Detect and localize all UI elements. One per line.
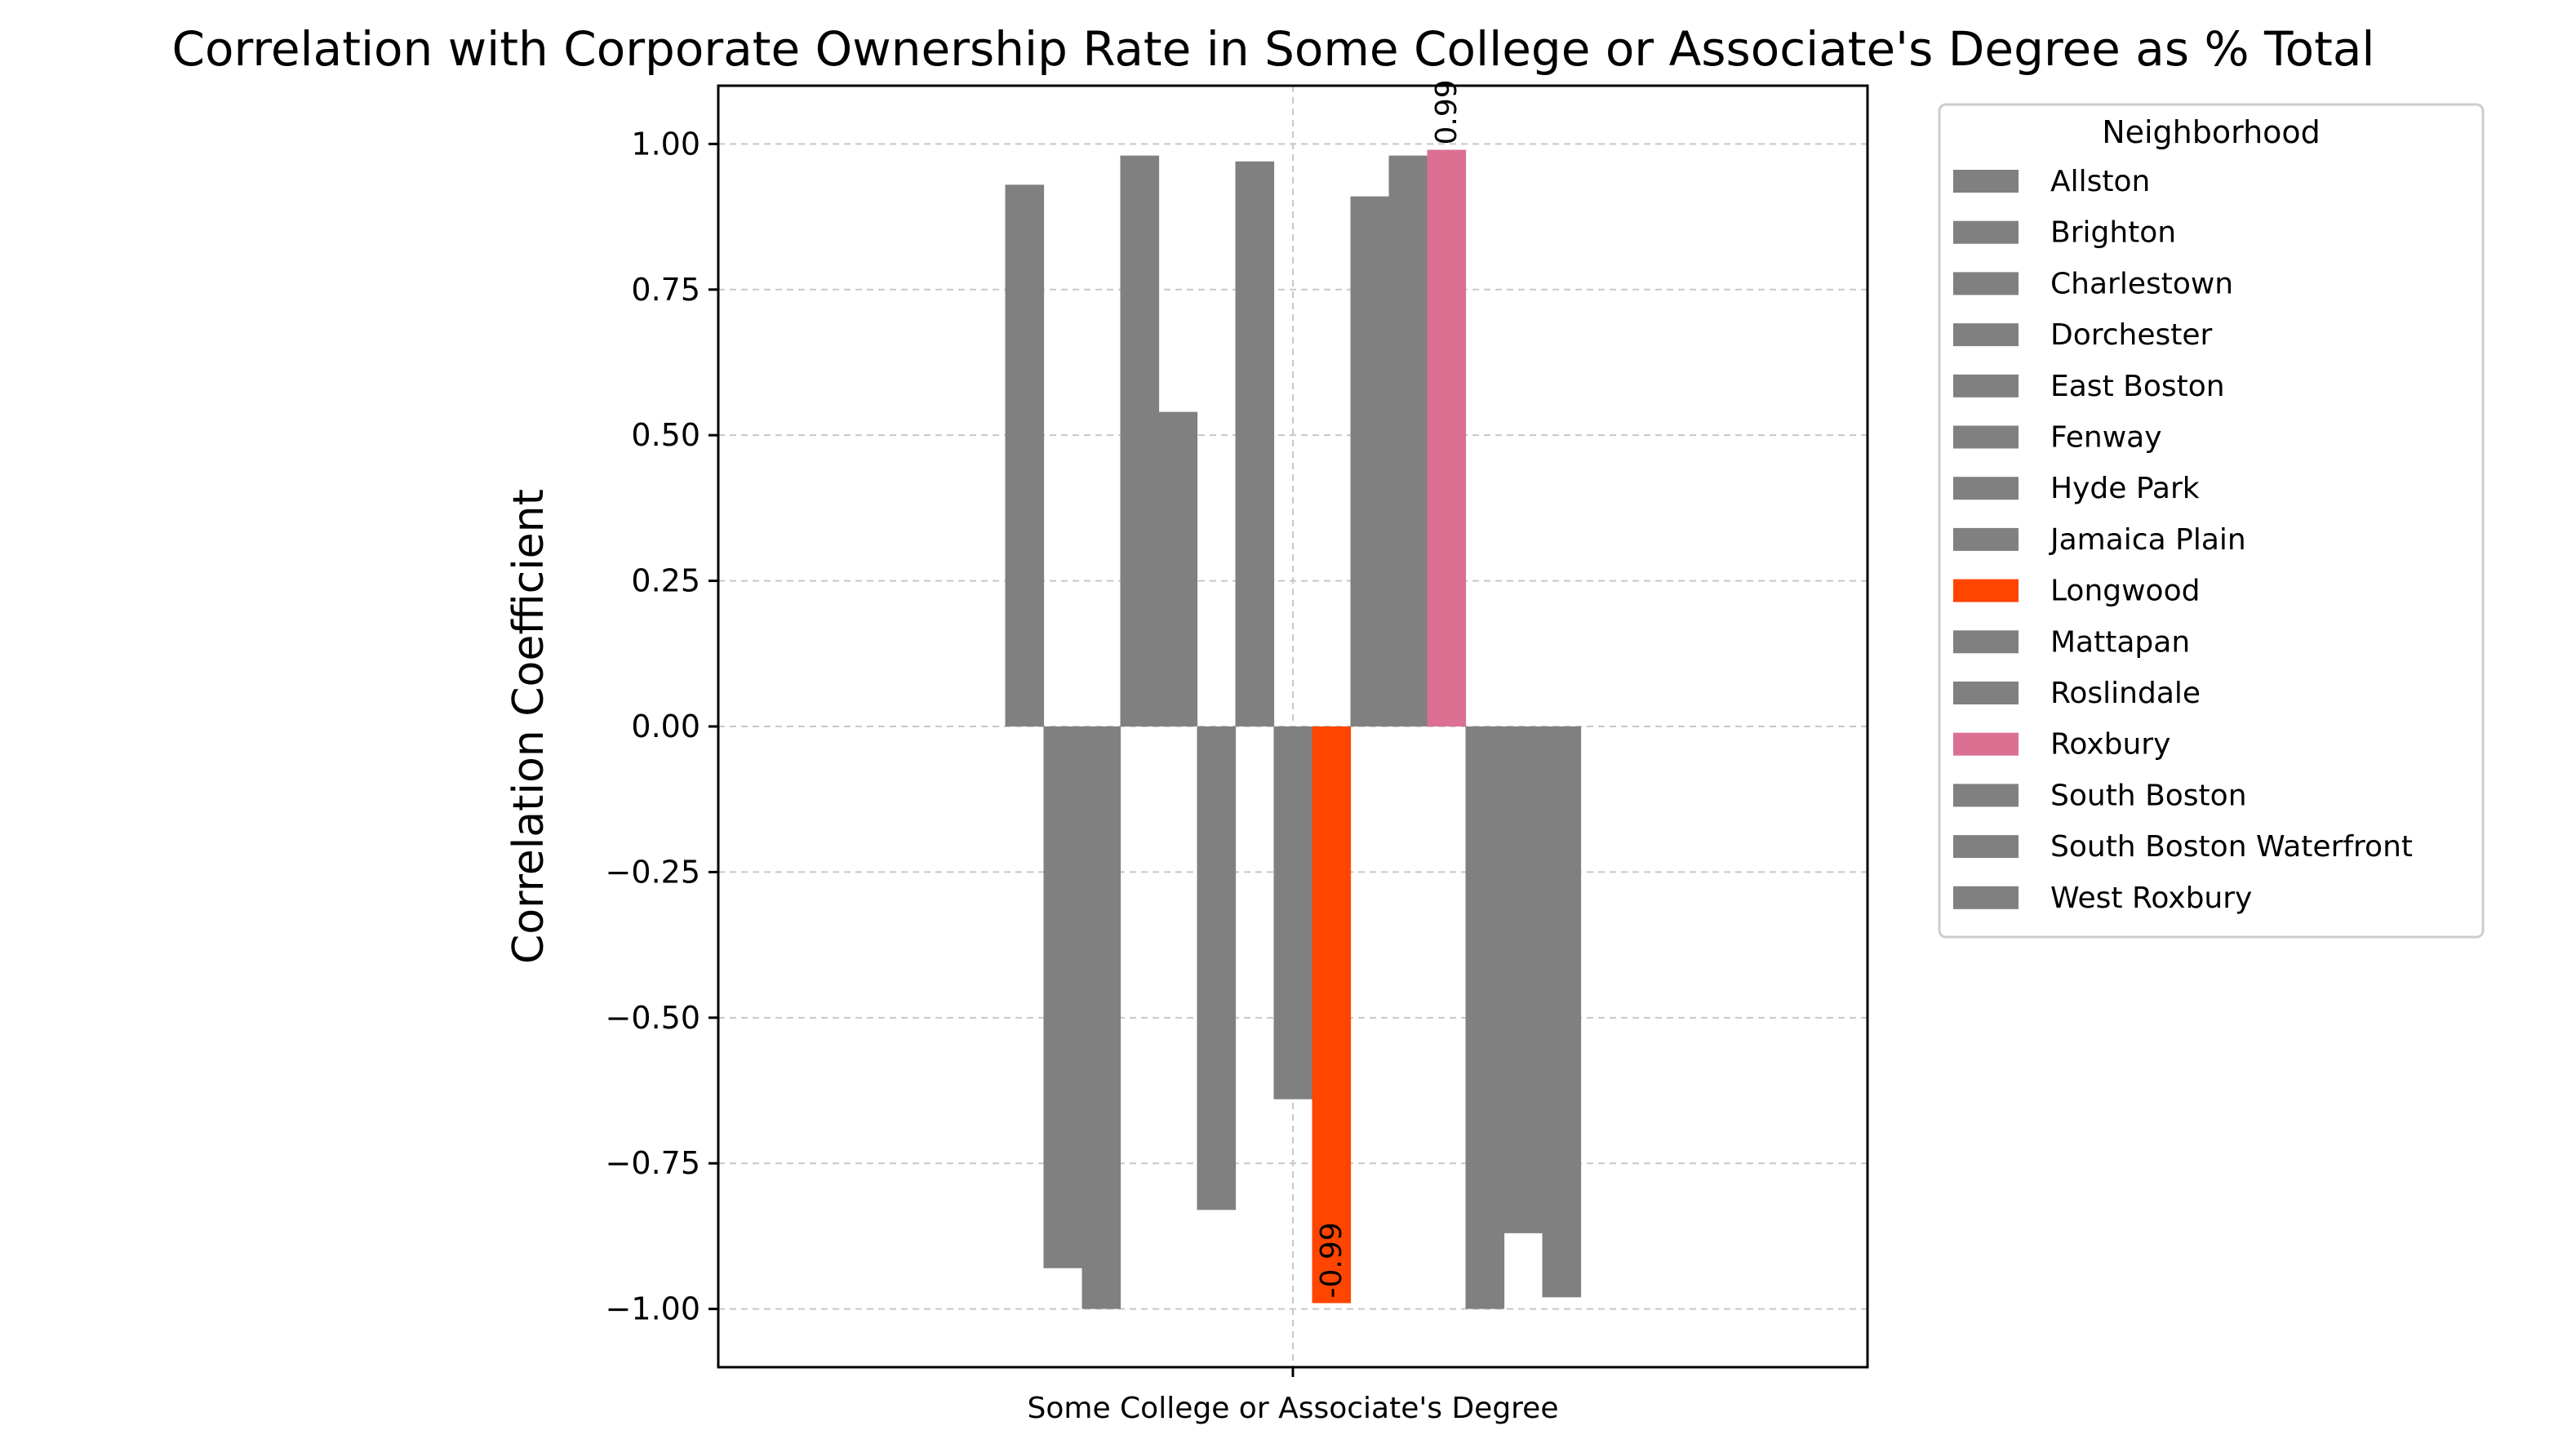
legend-swatch bbox=[1953, 784, 2019, 807]
legend-entry-label: Dorchester bbox=[2050, 318, 2213, 352]
bar-roxbury bbox=[1427, 149, 1467, 726]
legend: Neighborhood Allston Brighton Charlestown D… bbox=[1938, 103, 2485, 939]
legend-swatch bbox=[1953, 425, 2019, 449]
legend-entry-label: Hyde Park bbox=[2050, 472, 2200, 505]
legend-swatch bbox=[1953, 886, 2019, 909]
bar-roslindale bbox=[1388, 155, 1428, 727]
legend-swatch bbox=[1953, 682, 2019, 704]
y-tick-label: −0.25 bbox=[606, 854, 700, 890]
bar-south-boston-waterfront bbox=[1503, 726, 1543, 1233]
bar-jamaica-plain bbox=[1273, 726, 1313, 1099]
y-tick-label: 0.25 bbox=[631, 563, 700, 599]
bar-value-label: 0.99 bbox=[1430, 79, 1463, 144]
y-tick-label: −0.50 bbox=[606, 1000, 700, 1036]
bar-brighton bbox=[1043, 726, 1083, 1268]
y-tick-label: −1.00 bbox=[606, 1291, 700, 1327]
legend-swatch bbox=[1953, 272, 2019, 295]
legend-entry-label: Fenway bbox=[2050, 421, 2162, 455]
legend-swatch bbox=[1953, 630, 2019, 654]
legend-entry-label: East Boston bbox=[2050, 370, 2225, 403]
legend-entry-label: Mattapan bbox=[2050, 625, 2190, 659]
legend-swatch bbox=[1953, 220, 2019, 244]
legend-swatch bbox=[1953, 732, 2019, 756]
legend-entry-label: Jamaica Plain bbox=[2049, 523, 2246, 557]
bar-south-boston bbox=[1465, 726, 1505, 1309]
legend-swatch bbox=[1953, 323, 2019, 347]
bars bbox=[1005, 149, 1582, 1309]
bar-hyde-park bbox=[1235, 161, 1275, 727]
bar-mattapan bbox=[1350, 196, 1390, 726]
bar-west-roxbury bbox=[1542, 726, 1582, 1298]
legend-swatch bbox=[1953, 374, 2019, 398]
y-tick-label: 1.00 bbox=[631, 126, 700, 162]
y-tick-label: 0.00 bbox=[631, 708, 700, 744]
chart-title: Correlation with Corporate Ownership Rat… bbox=[171, 21, 2374, 77]
legend-frame bbox=[1938, 103, 2485, 939]
legend-entry-label: Allston bbox=[2050, 165, 2150, 198]
legend-entry-label: Roxbury bbox=[2050, 728, 2170, 762]
bar-east-boston bbox=[1158, 411, 1198, 726]
legend-swatch bbox=[1953, 527, 2019, 551]
legend-swatch bbox=[1953, 835, 2019, 859]
legend-entry-label: Charlestown bbox=[2050, 267, 2233, 300]
bar-allston bbox=[1005, 184, 1045, 726]
legend-title: Neighborhood bbox=[2102, 114, 2321, 150]
legend-entry-label: South Boston bbox=[2050, 779, 2247, 812]
y-axis-label: Correlation Coefficient bbox=[504, 489, 553, 964]
y-tick-label: 0.50 bbox=[631, 417, 700, 453]
legend-entry-label: Brighton bbox=[2050, 216, 2176, 250]
legend-swatch bbox=[1953, 477, 2019, 500]
y-tick-label: 0.75 bbox=[631, 272, 700, 308]
bar-fenway bbox=[1197, 726, 1237, 1210]
legend-swatch bbox=[1953, 170, 2019, 193]
legend-entry-label: West Roxbury bbox=[2050, 882, 2252, 915]
bar-dorchester bbox=[1120, 155, 1160, 727]
legend-entry-label: Roslindale bbox=[2050, 677, 2201, 710]
x-tick-label: Some College or Associate's Degree bbox=[1028, 1392, 1559, 1425]
legend-entry-label: South Boston Waterfront bbox=[2050, 830, 2413, 864]
bar-longwood bbox=[1312, 726, 1352, 1304]
legend-entry-label: Longwood bbox=[2050, 575, 2200, 608]
bar-charlestown bbox=[1081, 726, 1121, 1309]
bar-value-label: -0.99 bbox=[1315, 1222, 1348, 1298]
bar-labels: -0.99 0.99 bbox=[1315, 79, 1463, 1298]
y-tick-label: −0.75 bbox=[606, 1145, 700, 1181]
legend-swatch bbox=[1953, 579, 2019, 602]
axes: −1.00 −0.75 −0.50 −0.25 0.00 0.25 0.50 0.75 1.00… bbox=[606, 84, 1869, 1425]
